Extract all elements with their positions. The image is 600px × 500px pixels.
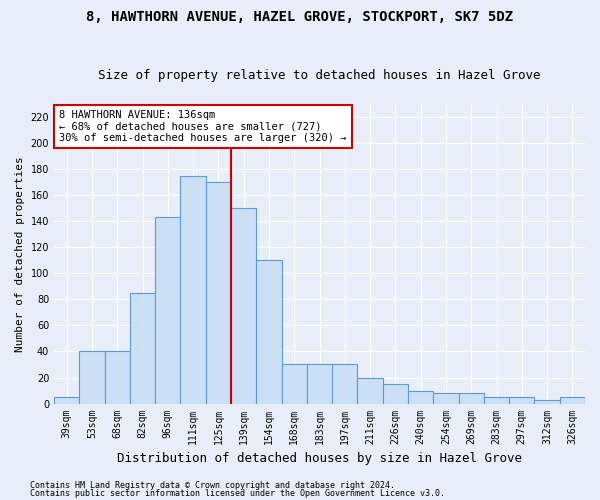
Bar [256, 260, 281, 404]
Bar [535, 400, 560, 404]
Bar [104, 352, 130, 404]
Bar [54, 397, 79, 404]
Text: Contains HM Land Registry data © Crown copyright and database right 2024.: Contains HM Land Registry data © Crown c… [30, 481, 395, 490]
Bar [79, 352, 104, 404]
Bar [130, 293, 155, 404]
Bar [181, 176, 206, 404]
Bar [206, 182, 231, 404]
Bar [433, 393, 458, 404]
Text: 8, HAWTHORN AVENUE, HAZEL GROVE, STOCKPORT, SK7 5DZ: 8, HAWTHORN AVENUE, HAZEL GROVE, STOCKPO… [86, 10, 514, 24]
Bar [560, 397, 585, 404]
Text: 8 HAWTHORN AVENUE: 136sqm
← 68% of detached houses are smaller (727)
30% of semi: 8 HAWTHORN AVENUE: 136sqm ← 68% of detac… [59, 110, 347, 143]
Title: Size of property relative to detached houses in Hazel Grove: Size of property relative to detached ho… [98, 69, 541, 82]
Bar [281, 364, 307, 404]
Bar [155, 218, 181, 404]
Y-axis label: Number of detached properties: Number of detached properties [15, 156, 25, 352]
Bar [358, 378, 383, 404]
Bar [484, 397, 509, 404]
Bar [231, 208, 256, 404]
Bar [408, 390, 433, 404]
Text: Contains public sector information licensed under the Open Government Licence v3: Contains public sector information licen… [30, 488, 445, 498]
Bar [383, 384, 408, 404]
Bar [458, 393, 484, 404]
X-axis label: Distribution of detached houses by size in Hazel Grove: Distribution of detached houses by size … [117, 452, 522, 465]
Bar [307, 364, 332, 404]
Bar [332, 364, 358, 404]
Bar [509, 397, 535, 404]
